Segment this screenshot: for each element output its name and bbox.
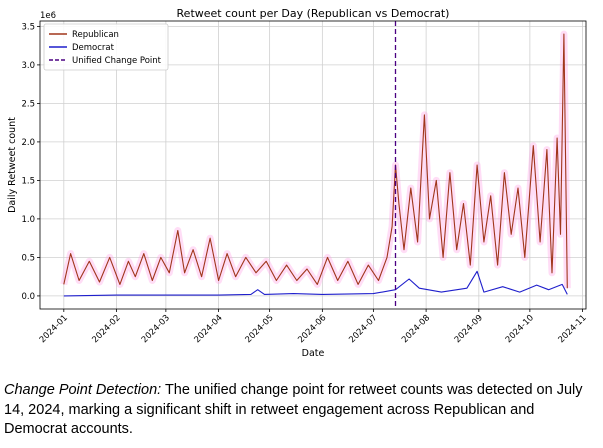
caption: Change Point Detection: The unified chan…	[4, 381, 596, 440]
series-line-republican	[63, 33, 568, 289]
x-tick-label: 2024-08	[400, 313, 432, 345]
y-tick-label: 3.0	[21, 61, 35, 71]
y-tick-label: 1.0	[21, 215, 35, 225]
x-tick-label: 2024-11	[557, 313, 589, 345]
y-tick-label: 1.5	[21, 176, 35, 186]
y-tick-label: 0.0	[21, 292, 35, 302]
series-line-democrat	[63, 270, 568, 297]
series-band-republican	[60, 30, 571, 289]
y-tick-label: 3.5	[21, 22, 35, 32]
y-scale-label: 1e6	[40, 11, 56, 21]
x-axis-label: Date	[302, 348, 325, 359]
x-tick-label: 2024-01	[38, 313, 70, 345]
y-tick-label: 2.0	[21, 138, 35, 148]
caption-lead: Change Point Detection:	[4, 382, 162, 398]
legend-box	[43, 23, 169, 71]
chart-svg: 0.0 0.5 1.0 1.5 2.0 2.5 3.0 3.5 2024-01 2024-02 20…	[7, 7, 589, 359]
legend-label: Republican	[72, 30, 119, 40]
caption-body: The unified change point for retweet cou…	[4, 382, 583, 437]
x-tick-label: 2024-02	[90, 313, 122, 345]
x-tick-label: 2024-05	[244, 313, 276, 345]
chart-figure: 0.0 0.5 1.0 1.5 2.0 2.5 3.0 3.5 2024-01 2024-02 20…	[7, 7, 589, 359]
x-tick-label: 2024-09	[453, 313, 485, 345]
x-tick-label: 2024-07	[347, 313, 379, 345]
legend: Republican Democrat Unified Change Point	[43, 23, 169, 71]
y-axis-label: Daily Retweet count	[7, 117, 18, 213]
y-tick-label: 2.5	[21, 99, 35, 109]
x-tick-label: 2024-06	[296, 313, 328, 345]
chart-title: Retweet count per Day (Republican vs Dem…	[177, 7, 450, 20]
x-tick-label: 2024-04	[193, 313, 225, 345]
x-tick-label: 2024-10	[504, 313, 536, 345]
y-tick-label: 0.5	[21, 253, 35, 263]
plot-frame	[39, 20, 587, 310]
x-tick-label: 2024-03	[140, 313, 172, 345]
legend-label: Unified Change Point	[72, 56, 162, 66]
legend-label: Democrat	[72, 43, 115, 53]
